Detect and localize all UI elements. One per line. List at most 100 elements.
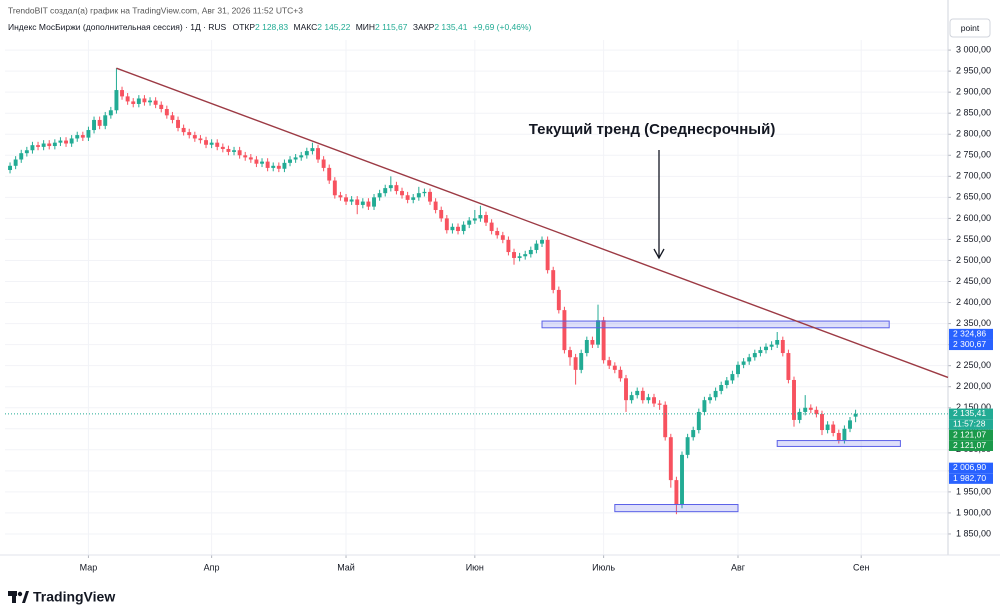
change: +9,69 (+0,46%) — [473, 22, 532, 32]
candle-body — [853, 413, 858, 417]
candle-body — [187, 132, 192, 136]
candle-body — [170, 115, 175, 120]
scale-button[interactable] — [949, 18, 991, 38]
candle-body — [831, 424, 836, 433]
candle-body — [394, 185, 399, 192]
candle-body — [556, 289, 561, 311]
candle-body — [842, 428, 847, 441]
candle-body — [69, 138, 74, 144]
candle-body — [674, 480, 679, 505]
candle-body — [652, 397, 656, 404]
symbol: Индекс МосБиржи (дополнительная сессия) … — [8, 22, 227, 32]
candle-body — [97, 119, 102, 126]
candle-body — [181, 127, 186, 133]
price-label-box — [949, 462, 993, 474]
candle-body — [484, 215, 488, 223]
candle-body — [293, 157, 298, 160]
scale-button-label[interactable]: point — [961, 23, 980, 33]
candle-body — [797, 411, 802, 420]
candle-body — [355, 199, 360, 205]
candle-body — [36, 145, 40, 147]
candle-body — [159, 104, 164, 110]
candle-body — [685, 437, 690, 455]
candle-body — [523, 254, 528, 257]
logo-mark — [8, 591, 29, 603]
candle-body — [164, 109, 169, 116]
candle-body — [836, 432, 841, 441]
candle-body — [428, 191, 432, 202]
y-tick-label: 2 450,00 — [956, 276, 991, 286]
candle-body — [92, 119, 96, 131]
candle-body — [360, 201, 365, 205]
candle-body — [377, 193, 382, 198]
price-label: 2 300,67 — [953, 339, 986, 349]
x-tick-label: Мар — [80, 562, 98, 572]
candle-body — [820, 414, 824, 431]
candle-body — [736, 364, 740, 375]
x-tick-label: Июн — [466, 562, 484, 572]
symbol-line: Индекс МосБиржи (дополнительная сессия) … — [8, 22, 532, 32]
candle-body — [680, 454, 684, 505]
candle-body — [254, 159, 259, 164]
credit: TrendoBIT создал(а) график на TradingVie… — [8, 5, 303, 15]
candle-body — [405, 195, 410, 200]
candle-body — [271, 165, 276, 168]
candle-body — [506, 239, 511, 253]
candle-body — [713, 390, 718, 398]
candle-body — [366, 201, 371, 207]
candle-body — [400, 191, 404, 196]
candle-body — [780, 339, 785, 354]
candle-body — [573, 357, 578, 370]
y-tick-label: 2 200,00 — [956, 381, 991, 391]
candle-body — [422, 191, 427, 194]
candle-body — [551, 270, 556, 290]
zone — [614, 504, 739, 513]
candle-body — [220, 146, 225, 149]
candle-body — [148, 100, 152, 103]
candle-body — [383, 188, 388, 194]
candle-body — [75, 135, 80, 139]
candle-body — [607, 360, 612, 366]
candle-body — [433, 201, 438, 210]
candle-body — [86, 130, 91, 138]
candle-body — [41, 143, 46, 147]
price-label-box — [949, 440, 993, 451]
candle-body — [478, 215, 483, 219]
y-tick-label: 1 900,00 — [956, 507, 991, 517]
price-label: 11:57:28 — [953, 419, 986, 429]
candle-body — [108, 110, 113, 116]
candle-body — [663, 404, 668, 438]
candle-body — [13, 159, 18, 166]
candle-body — [388, 185, 393, 189]
candle-body — [103, 115, 108, 126]
candle-body — [568, 350, 572, 358]
y-tick-label: 2 250,00 — [956, 360, 991, 370]
price-label: 1 982,70 — [953, 473, 986, 483]
price-label: 2 121,07 — [953, 429, 986, 439]
candle-body — [80, 135, 85, 138]
candle-body — [612, 365, 617, 370]
candle-body — [562, 310, 567, 351]
zone — [776, 440, 901, 447]
ohlc-label: ОТКР — [233, 22, 256, 32]
candle-body — [332, 180, 337, 196]
candle-body — [467, 220, 472, 225]
candle-body — [321, 159, 326, 168]
candle-body — [624, 378, 628, 401]
candle-body — [310, 148, 315, 152]
candle-body — [601, 320, 606, 361]
x-tick-label: Сен — [853, 562, 870, 572]
candle-body — [24, 150, 29, 154]
candle-body — [596, 320, 600, 345]
candle-body — [265, 161, 270, 168]
zone — [541, 320, 890, 329]
candle-body — [131, 101, 136, 104]
candle-body — [741, 361, 746, 365]
candle-body — [58, 140, 63, 143]
candle-body — [814, 409, 819, 415]
logo: TradingView — [33, 589, 115, 605]
candle-body — [691, 430, 696, 438]
ohlc-value: 2 135,41 — [434, 22, 467, 32]
candle-body — [52, 142, 57, 147]
price-label-box — [949, 419, 993, 430]
